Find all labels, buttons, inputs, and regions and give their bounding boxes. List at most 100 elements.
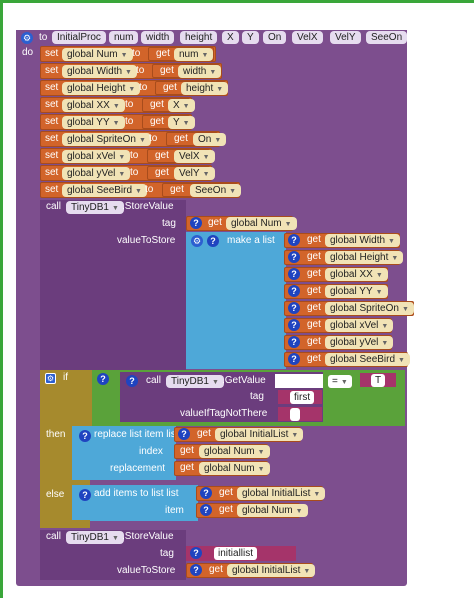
procedure-gear-icon[interactable]: ⚙ bbox=[21, 32, 33, 44]
param-width[interactable]: width bbox=[141, 31, 175, 44]
procedure-name[interactable]: InitialProc bbox=[52, 31, 106, 44]
help-icon[interactable]: ? bbox=[288, 336, 300, 348]
help-icon[interactable]: ? bbox=[79, 489, 91, 501]
param-seeon[interactable]: SeeOn bbox=[366, 31, 408, 44]
param-num[interactable]: num bbox=[109, 31, 139, 44]
help-icon[interactable]: ? bbox=[200, 504, 212, 516]
if-footer[interactable] bbox=[40, 520, 90, 528]
get-var[interactable]: global XX ▼ bbox=[325, 268, 388, 281]
set-var[interactable]: global Height ▼ bbox=[62, 82, 141, 95]
help-icon[interactable]: ? bbox=[190, 217, 202, 229]
value-to-store-label: valueToStore bbox=[117, 565, 176, 576]
replacement-label: replacement bbox=[110, 463, 166, 474]
get-var[interactable]: global Width ▼ bbox=[325, 234, 400, 247]
procedure-do-label: do bbox=[22, 47, 34, 58]
get-var[interactable]: num ▼ bbox=[174, 48, 214, 61]
if-gear-icon[interactable]: ⚙ bbox=[45, 373, 56, 384]
then-label: then bbox=[46, 429, 66, 440]
get-label: get bbox=[307, 353, 321, 364]
help-icon[interactable]: ? bbox=[288, 285, 300, 297]
get-var[interactable]: X ▼ bbox=[168, 99, 195, 112]
get-var[interactable]: SeeOn ▼ bbox=[190, 184, 242, 197]
get-label: get bbox=[307, 251, 321, 262]
help-icon[interactable]: ? bbox=[126, 375, 138, 387]
get-label: get bbox=[307, 285, 321, 296]
help-icon[interactable]: ? bbox=[178, 428, 190, 440]
set-var[interactable]: global SpriteOn ▼ bbox=[62, 133, 151, 146]
set-label: set bbox=[45, 65, 59, 76]
set-var[interactable]: global yVel ▼ bbox=[62, 167, 131, 180]
get-var[interactable]: global Num ▼ bbox=[199, 445, 270, 458]
get-var[interactable]: On ▼ bbox=[193, 133, 227, 146]
help-icon[interactable]: ? bbox=[79, 430, 91, 442]
get-var[interactable]: global Num ▼ bbox=[237, 504, 308, 517]
param-on[interactable]: On bbox=[263, 31, 287, 44]
help-icon[interactable]: ? bbox=[288, 353, 300, 365]
get-var[interactable]: global Num ▼ bbox=[199, 462, 270, 475]
get-label: get bbox=[163, 82, 177, 93]
get-var[interactable]: global xVel ▼ bbox=[325, 319, 394, 332]
text-block[interactable] bbox=[278, 407, 322, 421]
help-icon[interactable]: ? bbox=[190, 564, 202, 576]
param-velx[interactable]: VelX bbox=[292, 31, 323, 44]
store-value-block[interactable] bbox=[40, 200, 186, 370]
set-label: set bbox=[45, 150, 59, 161]
help-icon[interactable]: ? bbox=[97, 373, 109, 385]
get-var[interactable]: global InitialList ▼ bbox=[227, 564, 316, 577]
get-label: get bbox=[150, 99, 164, 110]
text-value[interactable] bbox=[290, 408, 300, 421]
component-dropdown[interactable]: TinyDB1 ▼ bbox=[66, 201, 124, 214]
help-icon[interactable]: ? bbox=[288, 319, 300, 331]
get-var[interactable]: Y ▼ bbox=[168, 116, 195, 129]
get-var[interactable]: global YY ▼ bbox=[325, 285, 388, 298]
add-items-label: add items to list list bbox=[94, 488, 179, 499]
get-label: get bbox=[156, 48, 170, 59]
get-var[interactable]: global InitialList ▼ bbox=[215, 428, 304, 441]
help-icon[interactable]: ? bbox=[207, 235, 219, 247]
get-var[interactable]: global Height ▼ bbox=[325, 251, 404, 264]
set-var[interactable]: global SeeBird ▼ bbox=[62, 184, 147, 197]
get-label: get bbox=[219, 487, 233, 498]
set-var[interactable]: global xVel ▼ bbox=[62, 150, 131, 163]
get-var[interactable]: height ▼ bbox=[181, 82, 229, 95]
get-var[interactable]: global SeeBird ▼ bbox=[325, 353, 410, 366]
get-label: get bbox=[180, 462, 194, 473]
set-var[interactable]: global XX ▼ bbox=[62, 99, 125, 112]
get-var[interactable]: global Num ▼ bbox=[226, 217, 297, 230]
get-var[interactable]: VelX ▼ bbox=[174, 150, 215, 163]
get-label: get bbox=[307, 319, 321, 330]
set-var[interactable]: global Width ▼ bbox=[62, 65, 137, 78]
text-value[interactable]: first bbox=[290, 391, 315, 404]
make-list-gear-icon[interactable]: ⚙ bbox=[191, 235, 203, 247]
make-list-block[interactable] bbox=[186, 232, 286, 369]
index-label: index bbox=[139, 446, 163, 457]
param-height[interactable]: height bbox=[180, 31, 218, 44]
component-dropdown[interactable]: TinyDB1 ▼ bbox=[66, 531, 124, 544]
param-vely[interactable]: VelY bbox=[330, 31, 361, 44]
get-label: get bbox=[174, 133, 188, 144]
add-items-block[interactable] bbox=[72, 485, 198, 521]
text-value[interactable]: initiallist bbox=[214, 547, 258, 560]
param-y[interactable]: Y bbox=[242, 31, 259, 44]
component-dropdown[interactable]: TinyDB1 ▼ bbox=[166, 375, 224, 388]
help-icon[interactable]: ? bbox=[288, 302, 300, 314]
set-var[interactable]: global Num ▼ bbox=[62, 48, 133, 61]
get-var[interactable]: VelY ▼ bbox=[174, 167, 215, 180]
procedure-to-label: to bbox=[39, 32, 48, 43]
get-var[interactable]: global yVel ▼ bbox=[325, 336, 394, 349]
help-icon[interactable]: ? bbox=[288, 251, 300, 263]
tag-label: tag bbox=[162, 218, 176, 229]
get-var[interactable]: width ▼ bbox=[178, 65, 222, 78]
get-var[interactable]: global SpriteOn ▼ bbox=[325, 302, 414, 315]
help-icon[interactable]: ? bbox=[288, 234, 300, 246]
text-value[interactable]: T bbox=[371, 374, 386, 387]
param-x[interactable]: X bbox=[222, 31, 239, 44]
help-icon[interactable]: ? bbox=[288, 268, 300, 280]
set-var[interactable]: global YY ▼ bbox=[62, 116, 125, 129]
equals-dropdown[interactable]: = ▼ bbox=[328, 375, 352, 388]
item-label: item bbox=[165, 505, 184, 516]
get-label: get bbox=[208, 217, 222, 228]
help-icon[interactable]: ? bbox=[200, 487, 212, 499]
help-icon[interactable]: ? bbox=[190, 547, 202, 559]
get-var[interactable]: global InitialList ▼ bbox=[237, 487, 326, 500]
